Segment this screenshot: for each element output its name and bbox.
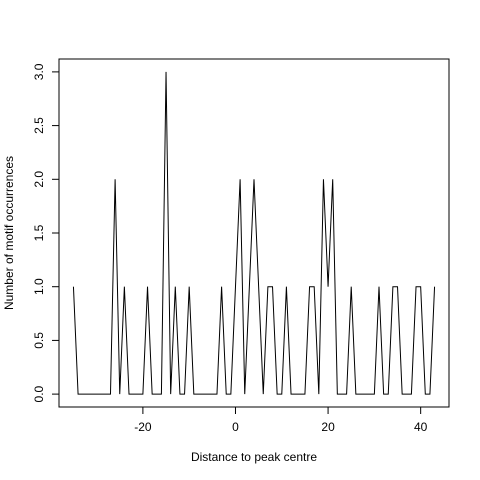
x-tick-label: -20 (134, 420, 152, 434)
y-axis-label: Number of motif occurrences (2, 156, 16, 310)
y-tick-label: 0.5 (32, 332, 46, 349)
y-tick-label: 1.0 (32, 278, 46, 295)
x-tick-label: 20 (321, 420, 335, 434)
y-tick-label: 3.0 (32, 63, 46, 80)
y-tick-label: 0.0 (32, 385, 46, 402)
y-tick-label: 2.5 (32, 117, 46, 134)
x-axis-label: Distance to peak centre (191, 450, 317, 464)
y-tick-label: 2.0 (32, 171, 46, 188)
plot-box (58, 58, 450, 408)
data-line (72, 71, 436, 395)
y-tick-label: 1.5 (32, 224, 46, 241)
x-tick-label: 0 (232, 420, 239, 434)
x-tick-label: 40 (414, 420, 428, 434)
